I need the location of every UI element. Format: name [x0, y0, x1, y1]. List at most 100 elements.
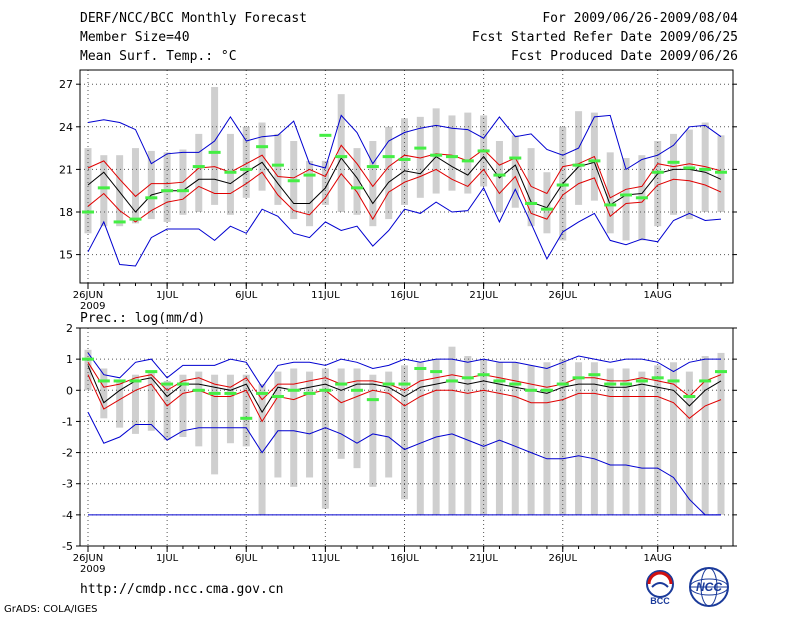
spread-box: [543, 172, 551, 234]
ensemble-marker: [635, 196, 648, 200]
spread-box: [369, 374, 377, 487]
source-url[interactable]: http://cmdp.ncc.cma.gov.cn: [80, 582, 284, 597]
ensemble-marker: [461, 376, 474, 380]
spread-box: [274, 371, 282, 478]
spread-box: [163, 152, 171, 222]
ensemble-marker: [351, 186, 364, 190]
y-tick-label: 18: [59, 206, 73, 219]
ensemble-marker: [366, 398, 379, 402]
forecast-produced-date: Fcst Produced Date 2009/06/26: [511, 49, 738, 64]
y-tick-label: -4: [62, 509, 73, 522]
spread-box: [385, 126, 393, 220]
ensemble-marker: [635, 379, 648, 383]
ensemble-marker: [398, 157, 411, 161]
series-line-lower: [87, 168, 722, 223]
x-tick-label: 6JUL: [235, 290, 258, 301]
spread-box: [369, 141, 377, 227]
y-tick-label: 15: [59, 249, 73, 262]
spread-box: [527, 365, 535, 515]
spread-box: [147, 150, 155, 220]
plot-frame: [79, 69, 734, 284]
ensemble-marker: [208, 150, 221, 154]
spread-box: [464, 112, 472, 194]
ncc-logo: NCC: [689, 567, 729, 607]
ensemble-marker: [414, 146, 427, 150]
spread-box: [416, 116, 424, 198]
spread-box: [131, 148, 139, 224]
y-tick-label: -3: [62, 478, 73, 491]
ensemble-marker: [509, 382, 522, 386]
bcc-logo-text: BCC: [650, 596, 670, 606]
ensemble-marker: [588, 159, 601, 163]
spread-box: [290, 368, 298, 487]
spread-box: [495, 362, 503, 515]
x-tick-label: 16JUL: [390, 290, 419, 301]
y-tick-label: -1: [62, 415, 73, 428]
ensemble-marker: [129, 379, 142, 383]
ensemble-marker: [556, 382, 569, 386]
y-tick-label: 1: [66, 353, 73, 366]
plot-frame: [79, 327, 734, 547]
spread-box: [258, 384, 266, 515]
spread-box: [685, 371, 693, 515]
ensemble-marker: [271, 395, 284, 399]
ensemble-marker: [540, 207, 553, 211]
ensemble-marker: [699, 379, 712, 383]
spread-box: [100, 368, 108, 419]
x-tick-label: 26JUL: [548, 290, 577, 301]
ensemble-marker: [461, 159, 474, 163]
spread-box: [195, 133, 203, 212]
ensemble-marker: [256, 391, 269, 395]
x-tick-sublabel: 2009: [80, 301, 105, 312]
x-tick-label: 1JUL: [156, 290, 179, 301]
variable-label-temp: Mean Surf. Temp.: °C: [80, 49, 237, 64]
y-tick-label: 21: [59, 163, 73, 176]
spread-box: [701, 356, 709, 515]
ensemble-marker: [287, 179, 300, 183]
series-line-mean: [87, 365, 722, 414]
chart-title: DERF/NCC/BCC Monthly Forecast: [80, 11, 307, 26]
spread-box: [606, 368, 614, 515]
spread-box: [654, 141, 662, 227]
ensemble-marker: [97, 186, 110, 190]
ensemble-marker: [97, 379, 110, 383]
spread-box: [242, 374, 250, 447]
spread-box: [685, 129, 693, 220]
spread-box: [448, 115, 456, 191]
ensemble-marker: [699, 167, 712, 171]
spread-box: [511, 135, 519, 208]
ensemble-marker: [651, 170, 664, 174]
x-tick-label: 16JUL: [390, 553, 419, 564]
spread-box: [511, 362, 519, 515]
ensemble-marker: [604, 203, 617, 207]
y-tick-label: 2: [66, 322, 73, 335]
ensemble-marker: [445, 379, 458, 383]
ensemble-marker: [398, 382, 411, 386]
spread-box: [337, 94, 345, 212]
x-tick-label: 11JUL: [311, 553, 340, 564]
ensemble-marker: [572, 376, 585, 380]
ensemble-marker: [176, 189, 189, 193]
forecast-period: For 2009/06/26-2009/08/04: [542, 11, 738, 26]
ensemble-marker: [161, 189, 174, 193]
ensemble-marker: [509, 156, 522, 160]
ensemble-marker: [493, 379, 506, 383]
ensemble-marker: [493, 173, 506, 177]
ensemble-marker: [382, 382, 395, 386]
spread-box: [337, 368, 345, 459]
spread-box: [701, 122, 709, 212]
variable-label-prec: Prec.: log(mm/d): [80, 311, 205, 326]
ensemble-marker: [525, 388, 538, 392]
ensemble-marker: [445, 155, 458, 159]
spread-box: [163, 380, 171, 441]
spread-box: [274, 133, 282, 205]
member-size: Member Size=40: [80, 30, 190, 45]
ensemble-marker: [113, 379, 126, 383]
ensemble-marker: [192, 165, 205, 169]
ensemble-marker: [667, 379, 680, 383]
spread-box: [100, 155, 108, 227]
spread-box: [131, 374, 139, 434]
ensemble-marker: [145, 196, 158, 200]
